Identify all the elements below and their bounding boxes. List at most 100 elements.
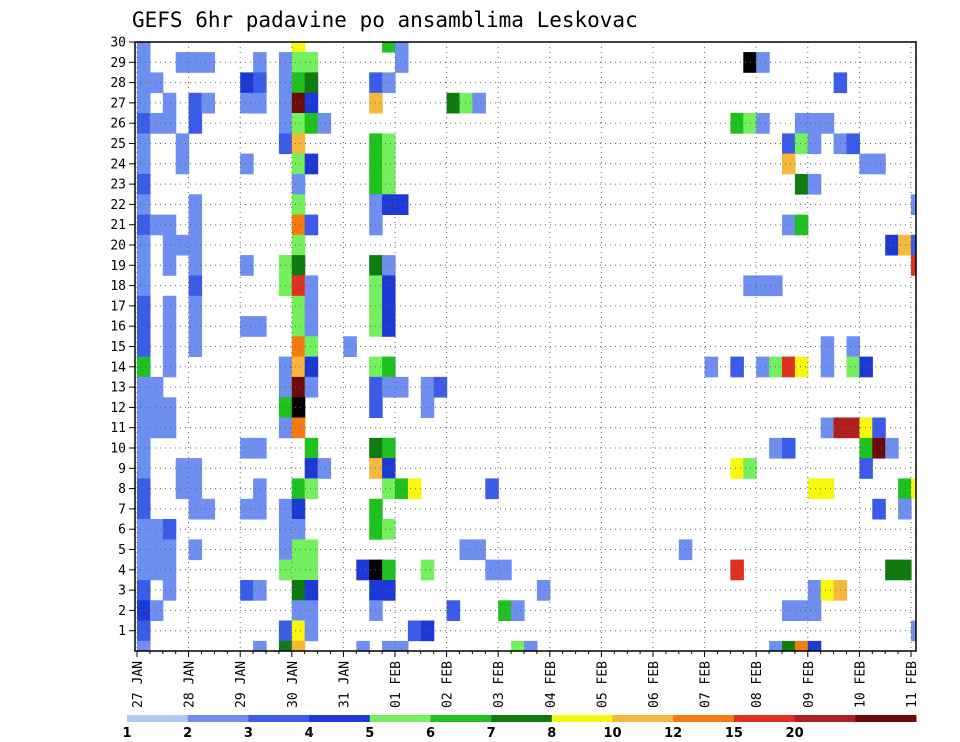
data-cell [291, 92, 306, 114]
data-cell [356, 640, 370, 652]
data-cell [291, 255, 306, 276]
data-cell [756, 356, 770, 378]
data-cell [846, 356, 860, 378]
data-cell [446, 92, 461, 114]
y-tick-label: 11 [110, 421, 126, 436]
data-cell [162, 580, 177, 601]
data-cell [162, 214, 177, 236]
data-cell [304, 316, 319, 337]
colorbar-label: 8 [547, 726, 556, 741]
data-cell [137, 580, 151, 601]
x-tick-label: 01 FEB [389, 661, 404, 708]
colorbar-segment [673, 715, 735, 722]
data-cell [149, 417, 164, 439]
x-tick-label: 08 FEB [750, 661, 765, 708]
data-cell [149, 600, 164, 621]
data-cell [137, 640, 151, 652]
data-cell [253, 437, 267, 459]
data-cell [756, 52, 770, 73]
data-cell [756, 275, 770, 297]
data-cell [291, 113, 306, 134]
data-cell [485, 559, 499, 581]
data-cell [395, 640, 409, 652]
y-tick-label: 26 [110, 117, 126, 132]
data-cell [162, 92, 177, 114]
data-cell [859, 437, 873, 459]
data-cell [782, 133, 796, 155]
data-cell [794, 173, 809, 195]
data-cell [794, 214, 809, 236]
data-cell [794, 600, 809, 621]
data-cell [472, 92, 486, 114]
data-cell [794, 133, 809, 155]
data-cell [511, 600, 525, 621]
data-cell [240, 153, 254, 175]
data-cell [253, 72, 267, 94]
data-cell [304, 336, 319, 357]
data-cell [382, 519, 396, 540]
data-cell [382, 275, 396, 297]
data-cell [137, 92, 151, 114]
data-cell [304, 437, 319, 459]
data-cell [304, 295, 319, 317]
data-cell [149, 72, 164, 94]
data-cell [137, 52, 151, 73]
data-cell [253, 580, 267, 601]
chart-title: GEFS 6hr padavine po ansamblima Leskovac [132, 8, 638, 32]
y-tick-label: 27 [110, 96, 126, 111]
data-cell [137, 498, 151, 520]
data-cell [782, 214, 796, 236]
data-cell [820, 478, 835, 500]
x-tick-label: 28 JAN [183, 661, 198, 708]
colorbar-segment [794, 715, 856, 722]
data-cell [149, 376, 164, 398]
data-cell [485, 478, 499, 500]
data-cell [291, 153, 306, 175]
data-cell [149, 539, 164, 561]
data-cell [137, 600, 151, 621]
data-cell [730, 113, 744, 134]
data-cell [162, 397, 177, 418]
x-tick-label: 29 JAN [234, 661, 249, 708]
y-tick-label: 24 [110, 157, 126, 172]
data-cell [407, 478, 422, 500]
data-cell [872, 153, 886, 175]
data-cell [911, 620, 916, 642]
data-cell [291, 600, 306, 621]
data-cell [420, 397, 435, 418]
data-cell [872, 498, 886, 520]
data-cell [137, 255, 151, 276]
colorbar-label: 20 [786, 726, 804, 741]
y-tick-label: 9 [118, 462, 126, 477]
data-cell [137, 417, 151, 439]
data-cell [149, 397, 164, 418]
data-cell [420, 376, 435, 398]
data-cell [304, 458, 319, 479]
x-tick-label: 03 FEB [492, 661, 507, 708]
y-tick-label: 13 [110, 381, 126, 396]
data-cell [137, 437, 151, 459]
data-cell [304, 356, 319, 378]
data-cell [382, 437, 396, 459]
colorbar-label: 5 [365, 726, 374, 741]
y-tick-label: 10 [110, 442, 126, 457]
y-tick-label: 20 [110, 239, 126, 254]
data-cell [137, 173, 151, 195]
x-tick-label: 05 FEB [595, 661, 610, 708]
colorbar-segment [612, 715, 674, 722]
data-cell [807, 640, 822, 652]
colorbar-label: 4 [305, 726, 314, 741]
data-cell [859, 417, 873, 439]
data-cell [137, 519, 151, 540]
data-cell [137, 194, 151, 215]
data-cell [291, 194, 306, 215]
y-axis: 1234567891011121314151617181920212223242… [110, 36, 135, 639]
data-cell [304, 620, 319, 642]
data-cell [356, 559, 370, 581]
data-cell [846, 336, 860, 357]
y-tick-label: 21 [110, 218, 126, 233]
data-cell [872, 437, 886, 459]
data-cell [807, 478, 822, 500]
data-cell [291, 417, 306, 439]
